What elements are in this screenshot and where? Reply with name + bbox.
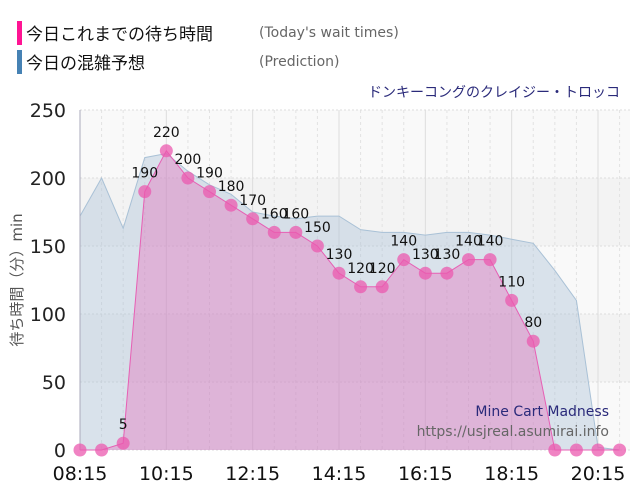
data-point xyxy=(375,280,389,294)
data-label: 110 xyxy=(498,274,525,290)
legend-today: 今日これまでの待ち時間 (Today's wait times) xyxy=(17,20,399,45)
data-label: 220 xyxy=(153,125,180,141)
data-label: 160 xyxy=(261,206,288,222)
prediction-line xyxy=(79,152,620,451)
data-point xyxy=(203,185,216,199)
grid-band xyxy=(80,110,630,178)
data-point xyxy=(332,266,346,280)
annotation-title: Mine Cart Madness xyxy=(475,404,609,420)
data-point xyxy=(613,443,627,457)
x-tick-label: 18:15 xyxy=(484,463,539,485)
ride-name: ドンキーコングのクレイジー・トロッコ xyxy=(368,85,620,101)
data-label: 140 xyxy=(455,234,482,250)
legend-label: 今日の混雑予想 xyxy=(26,54,145,74)
data-point xyxy=(73,443,87,457)
data-point xyxy=(95,443,109,457)
legend-swatch-today xyxy=(17,20,22,45)
data-point xyxy=(246,212,260,226)
x-tick-label: 20:15 xyxy=(571,463,626,485)
data-point xyxy=(116,436,130,450)
data-point xyxy=(483,253,497,267)
data-point xyxy=(267,225,281,239)
data-point xyxy=(354,280,368,294)
legend-label: 今日これまでの待ち時間 xyxy=(26,25,213,45)
y-tick-label: 0 xyxy=(54,440,66,462)
data-label: 80 xyxy=(524,315,542,331)
data-point xyxy=(548,443,562,457)
legend-swatch-prediction xyxy=(17,49,22,74)
data-label: 190 xyxy=(196,166,223,182)
prediction-area xyxy=(80,153,620,450)
data-label: 180 xyxy=(218,179,245,195)
data-label: 190 xyxy=(131,166,158,182)
y-tick-label: 100 xyxy=(30,304,66,326)
data-point xyxy=(526,334,540,348)
today-area xyxy=(80,150,620,451)
x-tick-label: 08:15 xyxy=(53,463,108,485)
data-point xyxy=(224,198,238,212)
y-axis-label: 待ち時間（分）min xyxy=(8,213,26,346)
data-label: 140 xyxy=(477,234,504,250)
grid-band xyxy=(80,246,630,314)
data-point xyxy=(397,253,411,267)
data-label: 140 xyxy=(390,234,417,250)
data-label: 130 xyxy=(412,247,439,263)
x-tick-label: 16:15 xyxy=(398,463,453,485)
data-point xyxy=(462,253,475,267)
data-label: 120 xyxy=(369,261,396,277)
data-point xyxy=(569,443,583,457)
grid-band xyxy=(80,382,630,450)
y-tick-label: 200 xyxy=(30,168,66,190)
data-point xyxy=(418,266,432,280)
x-tick-label: 10:15 xyxy=(139,463,194,485)
data-point xyxy=(310,239,324,253)
data-label: 160 xyxy=(282,206,309,222)
data-label: 200 xyxy=(175,152,202,168)
x-tick-label: 12:15 xyxy=(225,463,280,485)
data-point xyxy=(159,144,173,158)
grid-band xyxy=(80,178,630,246)
data-label: 170 xyxy=(239,193,266,209)
data-label: 150 xyxy=(304,220,331,236)
legend-sub: (Today's wait times) xyxy=(259,24,399,41)
y-tick-label: 250 xyxy=(30,100,66,122)
data-point xyxy=(289,225,303,239)
data-point xyxy=(505,293,519,307)
data-label: 5 xyxy=(119,417,128,433)
data-point xyxy=(591,443,605,457)
data-label: 130 xyxy=(434,247,461,263)
data-point xyxy=(138,185,152,199)
legend-sub: (Prediction) xyxy=(259,53,340,70)
data-label: 130 xyxy=(326,247,353,263)
legend-prediction: 今日の混雑予想 (Prediction) xyxy=(17,49,339,74)
data-label: 120 xyxy=(347,261,374,277)
grid-band xyxy=(80,314,630,382)
y-tick-label: 50 xyxy=(42,372,66,394)
y-tick-label: 150 xyxy=(30,236,66,258)
x-tick-label: 14:15 xyxy=(312,463,367,485)
data-point xyxy=(181,171,195,185)
annotation-url: https://usjreal.asumirai.info xyxy=(417,424,609,440)
data-point xyxy=(440,266,454,280)
